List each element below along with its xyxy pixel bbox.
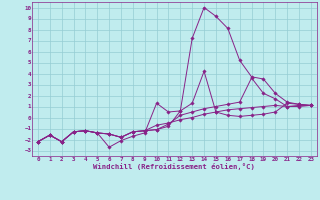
X-axis label: Windchill (Refroidissement éolien,°C): Windchill (Refroidissement éolien,°C) <box>93 163 255 170</box>
